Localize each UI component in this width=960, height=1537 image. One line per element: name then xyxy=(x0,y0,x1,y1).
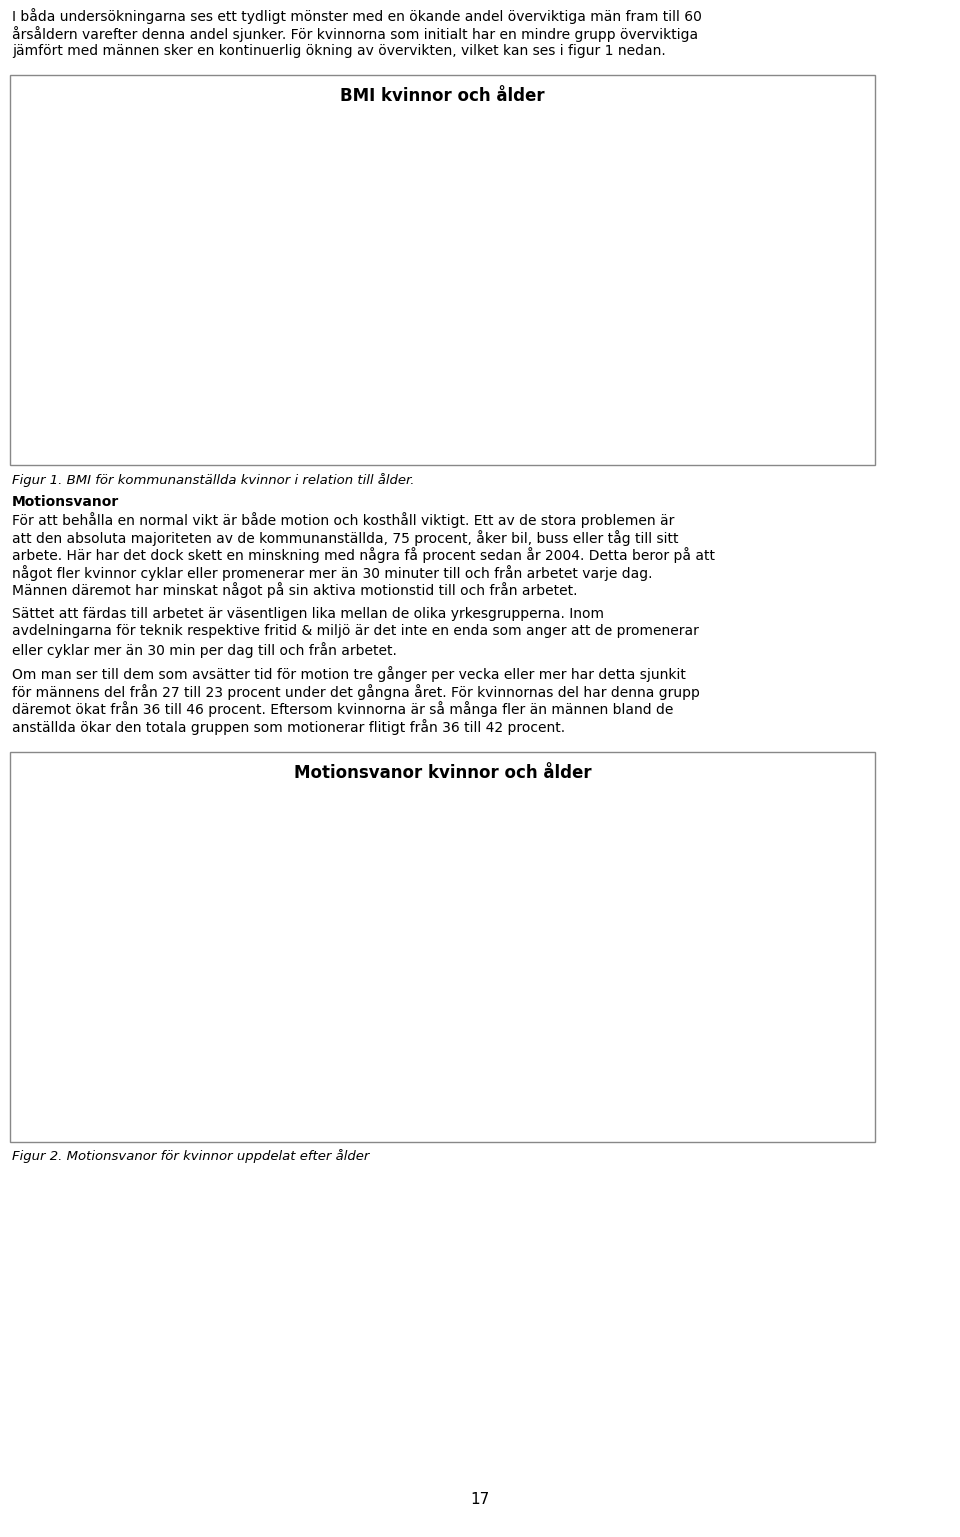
Text: avdelningarna för teknik respektive fritid & miljö är det inte en enda som anger: avdelningarna för teknik respektive frit… xyxy=(12,624,699,638)
Bar xyxy=(446,244,475,417)
Text: att den absoluta majoriteten av de kommunanställda, 75 procent, åker bil, buss e: att den absoluta majoriteten av de kommu… xyxy=(12,530,679,546)
Bar xyxy=(573,1014,596,1093)
Bar xyxy=(298,882,320,1093)
Text: jämfört med männen sker en kontinuerlig ökning av övervikten, vilket kan ses i f: jämfört med männen sker en kontinuerlig … xyxy=(12,45,665,58)
Text: Figur 1. BMI för kommunanställda kvinnor i relation till ålder.: Figur 1. BMI för kommunanställda kvinnor… xyxy=(12,473,415,487)
Bar xyxy=(641,1014,663,1093)
Bar xyxy=(150,304,179,417)
Text: Männen däremot har minskat något på sin aktiva motionstid till och från arbetet.: Männen däremot har minskat något på sin … xyxy=(12,583,578,598)
Text: anställda ökar den totala gruppen som motionerar flitigt från 36 till 42 procent: anställda ökar den totala gruppen som mo… xyxy=(12,719,565,735)
Legend: >5ggr/vecka, 3-5ggr/vecka, 1-2ggr/vecka, då och då, aldrig: >5ggr/vecka, 3-5ggr/vecka, 1-2ggr/vecka,… xyxy=(723,808,840,921)
Text: årsåldern varefter denna andel sjunker. För kvinnorna som initialt har en mindre: årsåldern varefter denna andel sjunker. … xyxy=(12,26,698,41)
Bar xyxy=(10,75,875,466)
Bar xyxy=(343,1054,365,1093)
Bar xyxy=(668,369,697,417)
Bar xyxy=(313,271,342,417)
Text: något fler kvinnor cyklar eller promenerar mer än 30 minuter till och från arbet: något fler kvinnor cyklar eller promener… xyxy=(12,566,653,581)
Text: för männens del från 27 till 23 procent under det gångna året. För kvinnornas de: för männens del från 27 till 23 procent … xyxy=(12,684,700,699)
Bar xyxy=(638,201,668,417)
Bar xyxy=(481,962,503,1093)
Bar xyxy=(114,842,137,1093)
Bar xyxy=(137,876,159,1093)
Text: Motionsvanor kvinnor och ålder: Motionsvanor kvinnor och ålder xyxy=(294,764,591,781)
Bar xyxy=(120,149,150,417)
Text: Sättet att färdas till arbetet är väsentligen lika mellan de olika yrkesgruppern: Sättet att färdas till arbetet är väsent… xyxy=(12,607,604,621)
Bar xyxy=(182,1061,204,1093)
Legend: undervikt, normalvikt, övervikt, fetma: undervikt, normalvikt, övervikt, fetma xyxy=(732,128,834,218)
Bar xyxy=(436,842,458,1093)
Text: I båda undersökningarna ses ett tydligt mönster med en ökande andel överviktiga : I båda undersökningarna ses ett tydligt … xyxy=(12,8,702,25)
Text: För att behålla en normal vikt är både motion och kosthåll viktigt. Ett av de st: För att behålla en normal vikt är både m… xyxy=(12,512,674,529)
Text: Motionsvanor: Motionsvanor xyxy=(12,495,119,509)
Bar xyxy=(179,369,208,417)
Bar xyxy=(505,347,534,417)
Text: däremot ökat från 36 till 46 procent. Eftersom kvinnorna är så många fler än män: däremot ökat från 36 till 46 procent. Ef… xyxy=(12,701,673,718)
Bar xyxy=(10,752,875,1142)
Y-axis label: Procent: Procent xyxy=(25,241,38,290)
Bar xyxy=(252,1008,276,1093)
Bar xyxy=(663,1081,686,1093)
Bar xyxy=(159,988,182,1093)
Bar xyxy=(253,413,283,417)
Bar xyxy=(283,218,313,417)
Text: BMI kvinnor och ålder: BMI kvinnor och ålder xyxy=(340,88,545,105)
Text: Figur 2. Motionsvanor för kvinnor uppdelat efter ålder: Figur 2. Motionsvanor för kvinnor uppdel… xyxy=(12,1150,370,1164)
Bar xyxy=(618,842,641,1093)
Bar xyxy=(503,1074,525,1093)
Bar xyxy=(320,994,343,1093)
Bar xyxy=(276,862,298,1093)
Y-axis label: Procent: Procent xyxy=(25,919,37,970)
Bar xyxy=(458,876,481,1093)
Bar xyxy=(92,1047,114,1093)
Bar xyxy=(342,335,372,417)
Text: eller cyklar mer än 30 min per dag till och från arbetet.: eller cyklar mer än 30 min per dag till … xyxy=(12,642,396,658)
Text: arbete. Här har det dock skett en minskning med några få procent sedan år 2004. : arbete. Här har det dock skett en minskn… xyxy=(12,547,715,564)
Bar xyxy=(475,227,505,417)
Text: 17: 17 xyxy=(470,1492,490,1506)
Bar xyxy=(413,1054,436,1093)
Bar xyxy=(91,413,120,417)
Text: Om man ser till dem som avsätter tid för motion tre gånger per vecka eller mer h: Om man ser till dem som avsätter tid för… xyxy=(12,667,685,682)
Bar xyxy=(610,249,638,417)
Bar xyxy=(596,862,618,1093)
